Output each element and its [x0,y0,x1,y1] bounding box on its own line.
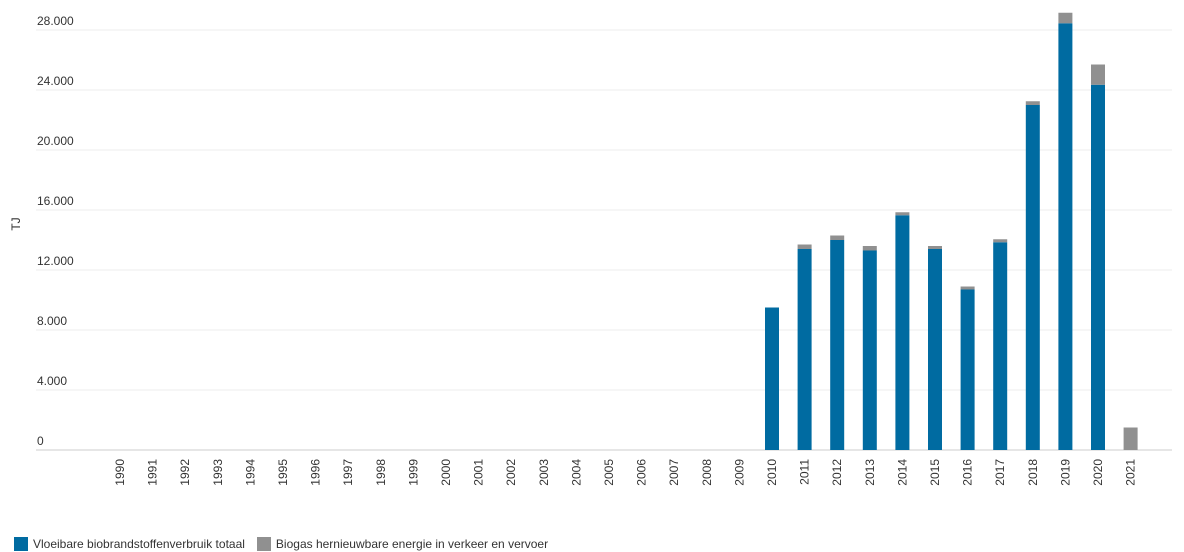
x-tick-labels: 1990 1991 1992 1993 1994 1995 1996 1997 1998 1999… [113,459,1138,486]
legend-swatch-biogas [256,537,271,551]
x-tick-label: 1992 [178,459,192,486]
y-tick-label: 28.000 [37,14,74,28]
x-tick-label: 2009 [732,459,746,486]
x-tick-label: 2016 [961,459,975,486]
bar-liquid-biofuels[interactable] [797,249,812,450]
y-tick-label: 0 [37,434,44,448]
x-tick-label: 2014 [895,459,909,486]
bar-biogas[interactable] [830,235,845,241]
bar-liquid-biofuels[interactable] [928,249,942,450]
y-tick-label: 12.000 [37,254,74,268]
x-tick-label: 2018 [1026,459,1040,486]
y-tick-label: 20.000 [37,134,74,148]
y-axis-label: TJ [9,217,23,230]
bar-liquid-biofuels[interactable] [765,307,779,451]
bar-biogas[interactable] [895,212,910,216]
x-tick-label: 2004 [569,459,583,486]
bars [765,12,1138,451]
legend-label-biogas: Biogas hernieuwbare energie in verkeer e… [275,537,549,551]
bar-liquid-biofuels[interactable] [830,240,845,450]
x-tick-label: 2021 [1124,459,1138,486]
x-tick-label: 1997 [341,459,355,486]
x-tick-label: 2012 [830,459,844,486]
bar-liquid-biofuels[interactable] [1058,23,1073,450]
legend: Vloeibare biobrandstoffenverbruik totaal… [14,536,548,552]
x-tick-label: 1994 [243,459,257,486]
x-tick-label: 2013 [863,459,877,486]
x-tick-label: 2002 [504,459,518,486]
x-tick-label: 1999 [406,459,420,486]
x-tick-label: 2001 [472,459,486,486]
bar-biogas[interactable] [1025,101,1040,105]
x-tick-label: 1996 [309,459,323,486]
y-tick-label: 8.000 [37,314,67,328]
bar-liquid-biofuels[interactable] [862,250,877,451]
gridlines [36,29,1172,451]
x-tick-label: 2006 [635,459,649,486]
x-tick-label: 1995 [276,459,290,486]
y-tick-label: 24.000 [37,74,74,88]
bar-liquid-biofuels[interactable] [993,242,1008,450]
y-tick-label: 16.000 [37,194,74,208]
x-tick-label: 2003 [537,459,551,486]
bar-liquid-biofuels[interactable] [1091,84,1105,450]
x-tick-label: 2010 [765,459,779,486]
bar-biogas[interactable] [1123,427,1138,451]
x-tick-label: 2015 [928,459,942,486]
bar-biogas[interactable] [993,239,1008,243]
x-tick-label: 2011 [798,459,812,485]
bar-biogas[interactable] [1058,12,1073,24]
x-tick-label: 1993 [211,459,225,486]
x-tick-label: 2007 [667,459,681,486]
y-tick-label: 4.000 [37,374,67,388]
y-tick-labels: 0 4.000 8.000 12.000 16.000 20.000 24.000 28.00… [37,14,74,448]
x-tick-label: 2020 [1091,459,1105,486]
bar-liquid-biofuels[interactable] [960,289,975,451]
x-tick-label: 1998 [374,459,388,486]
x-tick-label: 2019 [1058,459,1072,486]
legend-item-liquid-biofuels[interactable]: Vloeibare biobrandstoffenverbruik totaal [14,537,245,551]
x-tick-label: 2017 [993,459,1007,486]
x-tick-label: 1990 [113,459,127,486]
bar-biogas[interactable] [797,244,812,250]
x-tick-label: 2008 [700,459,714,486]
x-tick-label: 2000 [439,459,453,486]
bar-biogas[interactable] [928,246,942,249]
bar-liquid-biofuels[interactable] [1025,105,1040,450]
x-tick-label: 2005 [602,459,616,486]
legend-label-liquid-biofuels: Vloeibare biobrandstoffenverbruik totaal [33,537,245,551]
legend-swatch-liquid-biofuels [14,537,28,551]
bar-biogas[interactable] [862,246,877,251]
legend-item-biogas[interactable]: Biogas hernieuwbare energie in verkeer e… [256,537,549,551]
bar-biogas[interactable] [1091,64,1105,85]
bar-biogas[interactable] [960,286,975,290]
bar-liquid-biofuels[interactable] [895,215,910,450]
x-tick-label: 1991 [146,459,160,486]
